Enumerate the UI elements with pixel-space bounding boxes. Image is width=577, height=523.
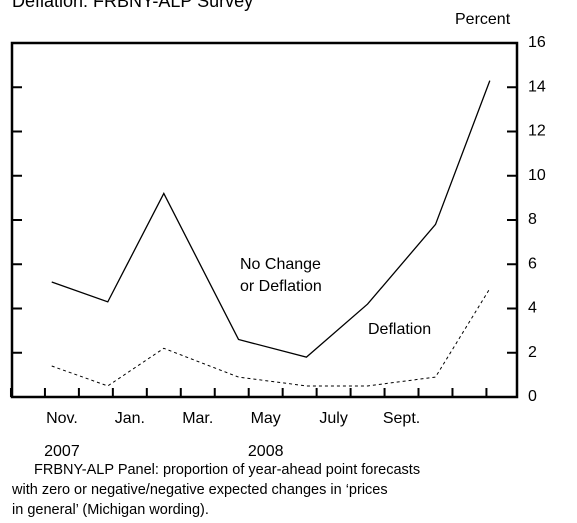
y-tick-label: 10	[528, 167, 546, 184]
year-label: 2007	[44, 443, 80, 460]
series-line	[51, 80, 491, 358]
note: with zero or negative/negative expected …	[11, 482, 388, 498]
x-tick-label: May	[251, 410, 281, 427]
note: FRBNY-ALP Panel: proportion of year-ahea…	[34, 462, 420, 478]
series-label: No Change	[240, 256, 321, 273]
y-tick-label: 0	[528, 388, 537, 405]
y-tick-label: 2	[528, 344, 537, 361]
x-tick-label: Jan.	[115, 410, 145, 427]
y-tick-label: 4	[528, 300, 537, 317]
x-tick-label: Mar.	[182, 410, 213, 427]
x-tick-label: Sept.	[383, 410, 420, 427]
series-label: or Deflation	[240, 278, 322, 295]
chart-title: Deflation: FRBNY-ALP Survey	[12, 0, 253, 11]
y-axis-label: Percent	[455, 11, 511, 28]
y-tick-label: 6	[528, 255, 537, 272]
x-tick-label: Nov.	[46, 410, 78, 427]
series-label: Deflation	[368, 321, 431, 338]
y-tick-label: 16	[528, 34, 546, 51]
frame	[10, 41, 519, 399]
x-tick-label: July	[319, 410, 347, 427]
series-line	[51, 288, 491, 387]
note: in general’ (Michigan wording).	[12, 502, 209, 518]
y-tick-label: 14	[528, 78, 546, 95]
year-label: 2008	[248, 443, 284, 460]
y-tick-label: 8	[528, 211, 537, 228]
y-tick-label: 12	[528, 123, 546, 140]
